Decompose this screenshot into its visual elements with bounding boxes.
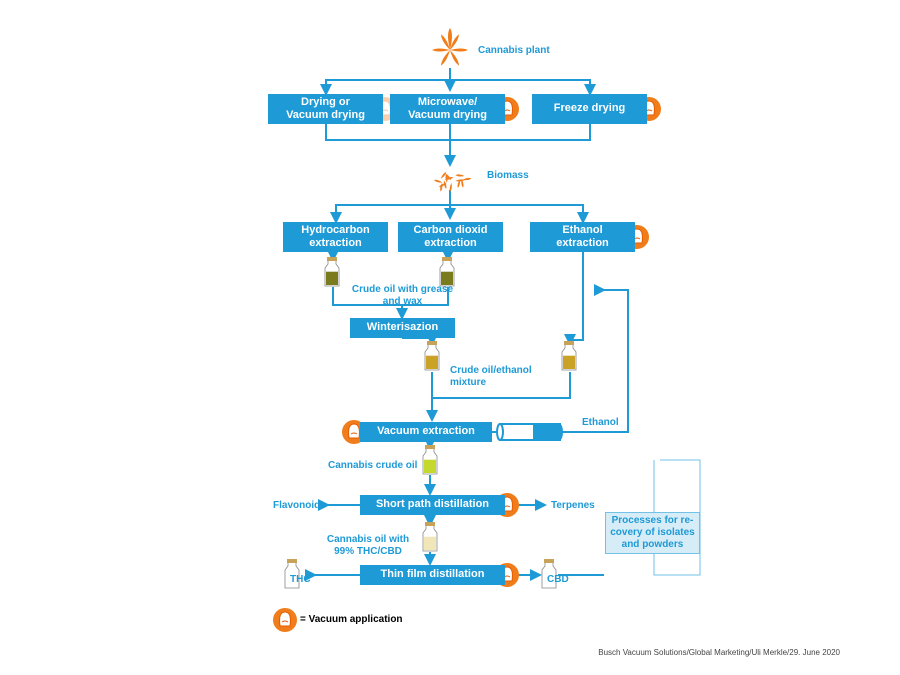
label-crudeEth: Crude oil/ethanolmixture — [450, 365, 532, 389]
bottle-b-winter — [425, 341, 439, 370]
bottle-b-ethraw — [562, 341, 576, 370]
connector-2 — [450, 80, 590, 94]
process-hydro-label: Hydrocarbonextraction — [301, 224, 369, 250]
cannabis-leaf-icon — [432, 28, 468, 66]
label-cannabisPlant: Cannabis plant — [478, 45, 550, 57]
process-drying: Drying orVacuum drying — [268, 94, 383, 124]
label-biomass: Biomass — [487, 170, 529, 182]
connector-1 — [326, 80, 450, 94]
process-thinfilm: Thin film distillation — [360, 565, 505, 585]
connector-3 — [326, 124, 590, 140]
label-legend: = Vacuum application — [300, 614, 403, 626]
connector-6 — [336, 205, 450, 222]
process-drying-label: Drying orVacuum drying — [286, 96, 365, 122]
label-terp: Terpenes — [551, 500, 595, 512]
process-co2: Carbon dioxidextraction — [398, 222, 503, 252]
process-microwave: Microwave/Vacuum drying — [390, 94, 505, 124]
process-shortpath-label: Short path distillation — [376, 498, 489, 511]
connector-14 — [570, 252, 583, 344]
process-shortpath: Short path distillation — [360, 495, 505, 515]
process-vacext: Vacuum extraction — [360, 422, 492, 442]
bottle-b-co2 — [440, 257, 454, 286]
label-cbd: CBD — [547, 574, 569, 586]
label-ethanolOut: Ethanol — [582, 417, 619, 429]
ethanol-cylinder-icon — [497, 424, 563, 440]
process-co2-label: Carbon dioxidextraction — [414, 224, 488, 250]
process-ethanol: Ethanolextraction — [530, 222, 635, 252]
process-winter: Winterisazion — [350, 318, 455, 338]
process-ethanol-label: Ethanolextraction — [556, 224, 609, 250]
process-freeze-label: Freeze drying — [554, 102, 626, 115]
bottle-b-crude — [423, 445, 437, 474]
label-flav: Flavonoids — [273, 500, 326, 512]
process-vacext-label: Vacuum extraction — [377, 425, 475, 438]
bottle-b-hydro — [325, 257, 339, 286]
outline-recovery-label: Processes for re-covery of isolatesand p… — [610, 515, 694, 551]
process-freeze: Freeze drying — [532, 94, 647, 124]
diagram-stage: Busch Vacuum Solutions/Global Marketing/… — [0, 0, 900, 675]
process-microwave-label: Microwave/Vacuum drying — [408, 96, 487, 122]
outline-recovery: Processes for re-covery of isolatesand p… — [605, 512, 700, 554]
label-cannCrude: Cannabis crude oil — [328, 460, 417, 472]
vacuum-application-icon — [273, 608, 297, 632]
process-hydro: Hydrocarbonextraction — [283, 222, 388, 252]
biomass-icon — [434, 171, 472, 192]
bottle-b-99 — [423, 522, 437, 551]
label-thc: THC — [290, 574, 311, 586]
footer-credit: Busch Vacuum Solutions/Global Marketing/… — [598, 648, 840, 657]
label-crudeGrease: Crude oil with greaseand wax — [350, 284, 455, 308]
connector-7 — [450, 205, 583, 222]
process-thinfilm-label: Thin film distillation — [381, 568, 485, 581]
process-winter-label: Winterisazion — [367, 321, 438, 334]
label-cannoil99: Cannabis oil with99% THC/CBD — [323, 534, 413, 558]
